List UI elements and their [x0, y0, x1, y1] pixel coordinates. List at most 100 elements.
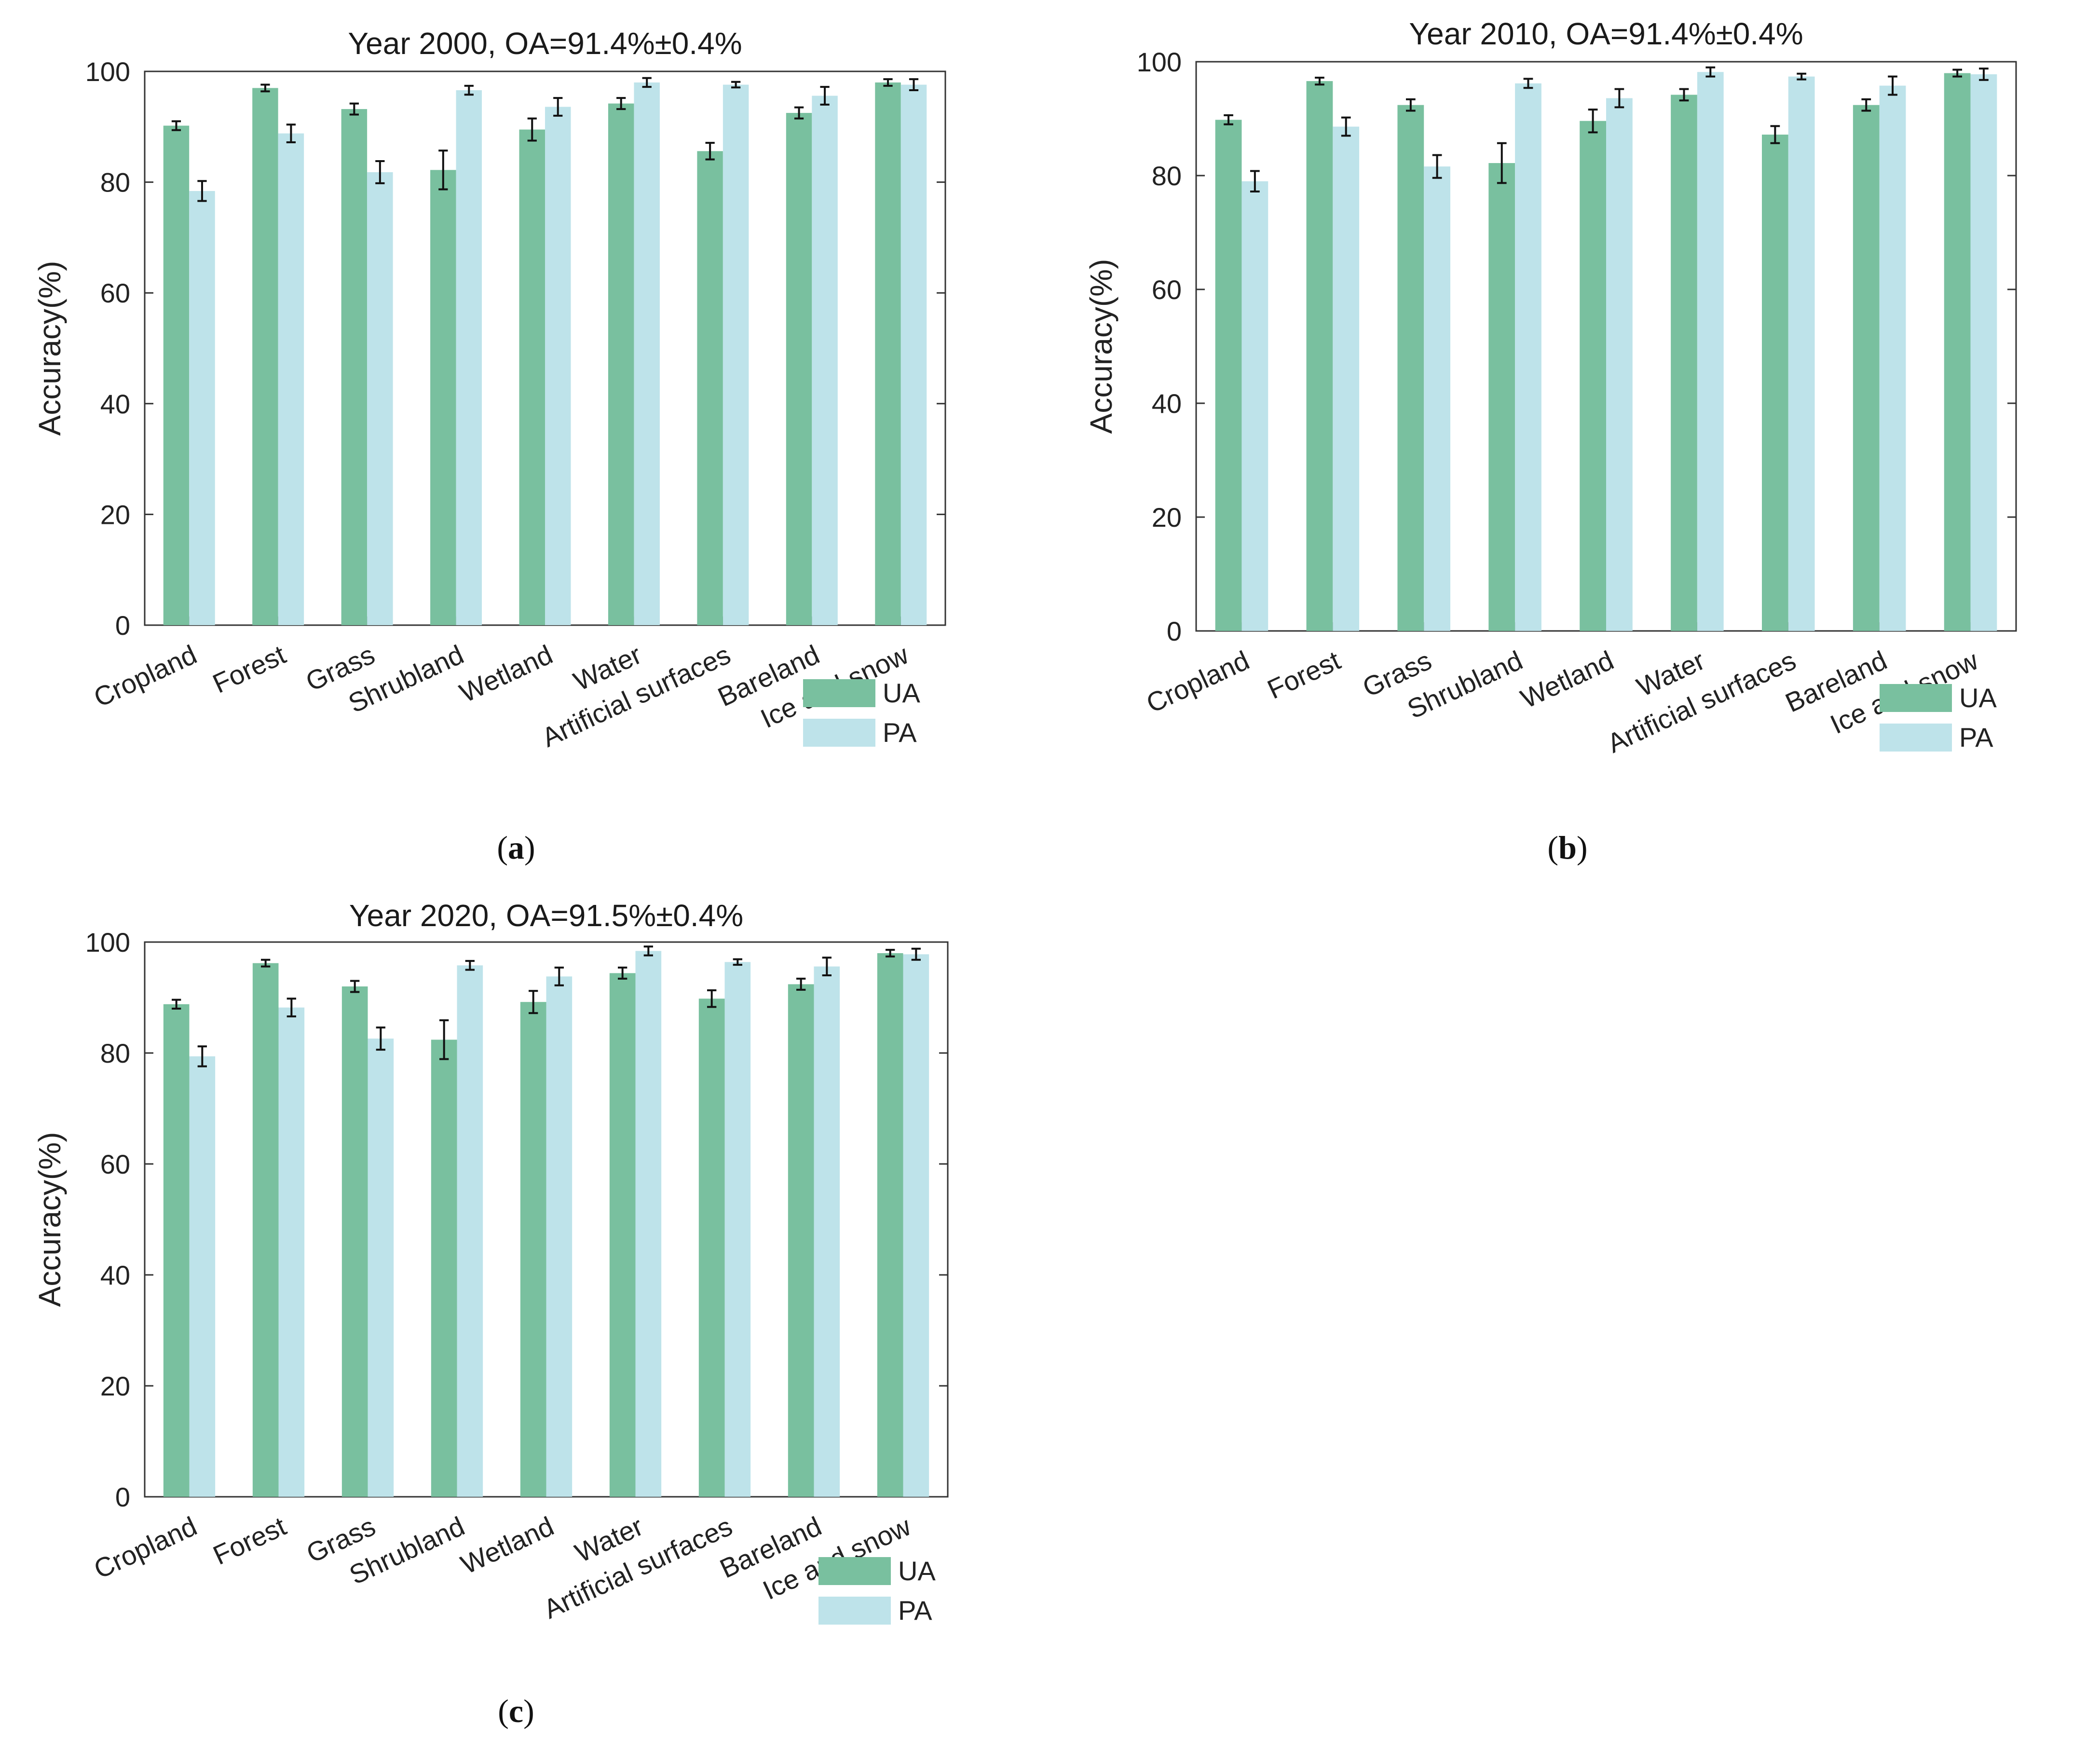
panel-caption: (a): [497, 829, 535, 866]
category-label: Cropland: [89, 1511, 202, 1585]
bar-pa: [635, 951, 662, 1497]
bar-ua: [609, 973, 636, 1497]
error-bar: [1315, 77, 1324, 86]
y-tick-label: 40: [100, 1260, 130, 1290]
error-bar: [883, 78, 893, 87]
bar-pa: [903, 954, 929, 1497]
error-bar: [286, 123, 296, 143]
chart-panel-b: Year 2010, OA=91.4%±0.4% 0 20 40 60 80 100 Accu…: [1084, 16, 2017, 866]
y-tick-label: 100: [1137, 47, 1182, 77]
error-bar: [465, 960, 475, 971]
error-bar: [796, 977, 806, 991]
legend-label-pa: PA: [1959, 722, 1993, 752]
error-bar: [1432, 154, 1442, 179]
bar-ua: [1215, 120, 1242, 631]
error-bar: [909, 78, 919, 92]
bar-pa: [278, 133, 304, 625]
bar-ua: [697, 151, 723, 625]
bar-pa: [634, 82, 660, 626]
y-tick-label: 80: [100, 167, 130, 198]
error-bar: [375, 160, 385, 184]
bar-pa: [457, 965, 483, 1497]
error-bar: [438, 150, 448, 191]
bar-ua: [698, 998, 725, 1497]
legend-label-pa: PA: [883, 717, 917, 748]
chart-panel-c: Year 2020, OA=91.5%±0.4% 0 20 40 60 80 100 Accu…: [32, 898, 949, 1729]
error-bar: [1979, 68, 1989, 81]
error-bar: [1224, 114, 1233, 125]
error-bar: [1679, 88, 1689, 102]
y-axis-label: Accuracy(%): [1084, 259, 1118, 434]
bar-pa: [812, 96, 838, 626]
bar-ua: [608, 103, 634, 626]
error-bar: [794, 106, 804, 120]
y-tick-label: 40: [1152, 388, 1182, 419]
bar-ua: [341, 986, 368, 1497]
error-bar: [822, 957, 832, 976]
error-bar: [1405, 98, 1416, 112]
bar-ua: [163, 125, 190, 625]
category-label: Forest: [1263, 645, 1345, 705]
bar-ua: [877, 953, 903, 1497]
legend-swatch-pa: [1880, 724, 1952, 752]
error-bar: [1588, 109, 1598, 134]
category-label: Cropland: [89, 639, 202, 713]
bar-pa: [1241, 181, 1268, 631]
error-bar: [642, 77, 652, 88]
error-bar: [261, 958, 271, 968]
bar-pa: [189, 1056, 216, 1497]
bar-pa: [456, 90, 482, 626]
error-bar: [731, 81, 741, 89]
error-bar: [616, 97, 626, 110]
error-bar: [1952, 68, 1963, 78]
error-bar: [376, 1026, 385, 1051]
error-bar: [464, 84, 474, 96]
bar-ua: [1671, 95, 1697, 631]
error-bar: [1797, 72, 1807, 81]
error-bar: [286, 998, 296, 1018]
error-bar: [172, 998, 181, 1010]
chart-title: Year 2010, OA=91.4%±0.4%: [1409, 16, 1803, 51]
y-tick-label: 0: [1167, 616, 1182, 646]
y-axis-label: Accuracy(%): [32, 261, 67, 436]
chart-title: Year 2020, OA=91.5%±0.4%: [349, 898, 743, 933]
bar-pa: [1879, 85, 1906, 631]
y-tick-label: 60: [100, 1149, 130, 1179]
bar-pa: [1606, 98, 1633, 631]
error-bar: [1497, 142, 1507, 184]
bar-ua: [520, 1002, 546, 1497]
bar-ua: [1944, 73, 1971, 631]
bar-pa: [724, 962, 751, 1497]
error-bar: [886, 949, 895, 957]
bar-ua: [430, 170, 456, 625]
y-tick-label: 20: [100, 499, 130, 530]
bar-pa: [368, 1039, 394, 1497]
legend-label-ua: UA: [898, 1556, 936, 1586]
error-bar: [197, 180, 207, 202]
error-bar: [705, 142, 715, 161]
bar-ua: [786, 113, 812, 626]
bar-pa: [545, 107, 571, 625]
legend-swatch-ua: [818, 1557, 891, 1585]
bar-ua: [1762, 135, 1788, 631]
y-axis-label: Accuracy(%): [32, 1132, 67, 1307]
bar-pa: [1515, 83, 1541, 631]
error-bar: [1861, 98, 1871, 112]
bar-pa: [723, 84, 749, 625]
bar-pa: [1970, 74, 1997, 631]
bar-pa: [278, 1007, 305, 1497]
bar-pa: [367, 172, 393, 625]
error-bar: [1341, 116, 1351, 137]
bar-pa: [546, 976, 573, 1497]
bar-pa: [1697, 72, 1724, 631]
panel-caption: (c): [498, 1693, 534, 1729]
error-bar: [1614, 88, 1624, 109]
chart-title: Year 2000, OA=91.4%±0.4%: [348, 26, 742, 61]
error-bar: [553, 97, 563, 117]
error-bar: [1770, 125, 1780, 144]
y-tick-label: 20: [100, 1371, 130, 1401]
bar-ua: [252, 88, 278, 626]
y-tick-label: 20: [1152, 502, 1182, 533]
y-tick-label: 60: [100, 278, 130, 308]
